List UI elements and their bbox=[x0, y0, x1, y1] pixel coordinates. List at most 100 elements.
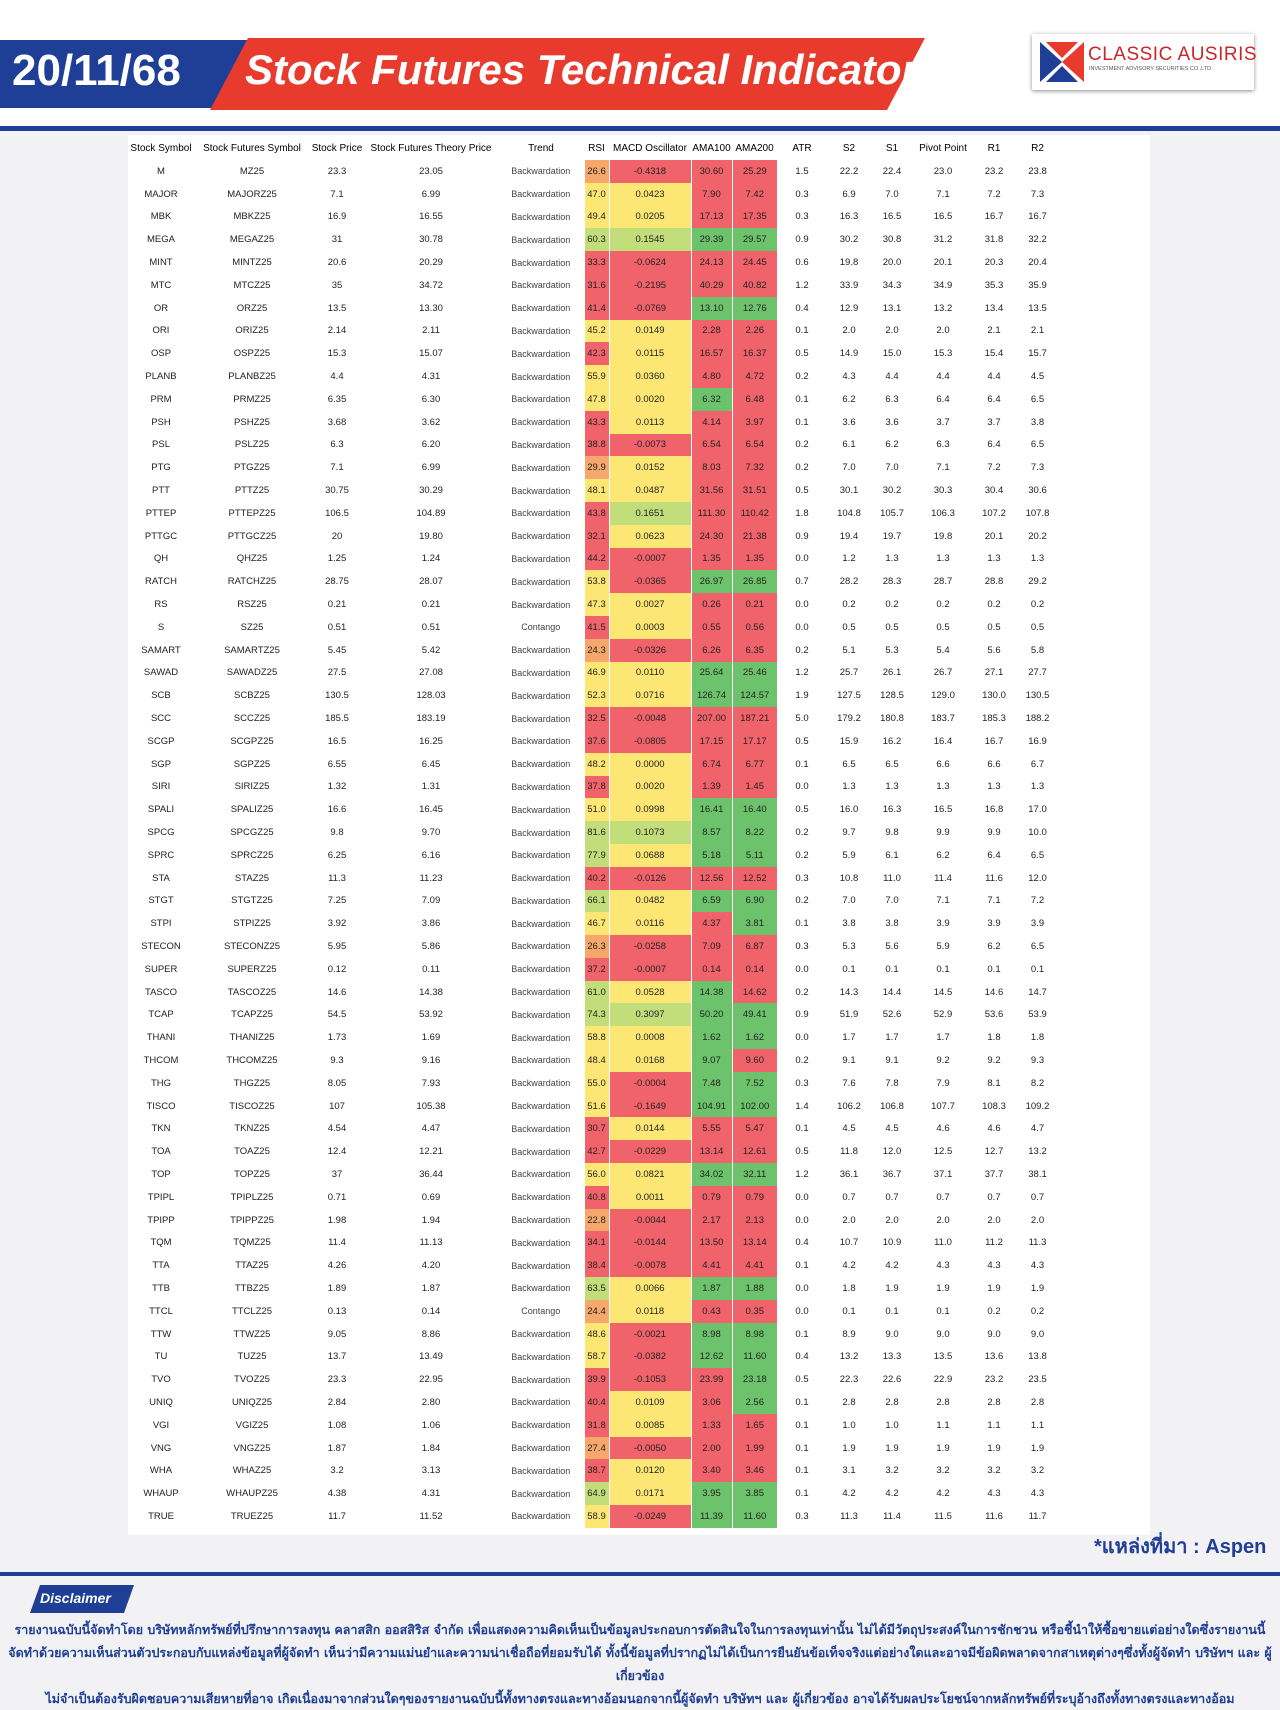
cell-r2: 11.3 bbox=[1028, 1237, 1047, 1249]
cell-stock-price: 4.54 bbox=[327, 1123, 347, 1135]
cell-ama200: 24.45 bbox=[731, 251, 777, 274]
cell-r2: 2.1 bbox=[1030, 325, 1045, 337]
cell-r2: 4.5 bbox=[1030, 371, 1045, 383]
cell-symbol: SAMART bbox=[141, 644, 181, 656]
cell-theory-price: 11.23 bbox=[419, 872, 443, 884]
cell-rsi: 38.7 bbox=[583, 1459, 609, 1483]
cell-macd: 0.0116 bbox=[608, 912, 691, 936]
cell-stock-price: 23.3 bbox=[327, 1374, 347, 1386]
cell-trend: Backwardation bbox=[511, 1169, 571, 1180]
cell-macd: -0.4318 bbox=[608, 160, 691, 183]
cell-ama100: 8.03 bbox=[690, 456, 732, 480]
cell-macd: 0.0120 bbox=[608, 1459, 691, 1483]
cell-stock-price: 4.26 bbox=[327, 1260, 347, 1272]
table-row: PRM PRMZ25 6.35 6.30 Backwardation 47.8 0.0020… bbox=[128, 387, 1060, 411]
cell-ama100: 4.41 bbox=[690, 1254, 732, 1278]
cell-r1: 31.8 bbox=[984, 234, 1004, 246]
cell-atr: 1.2 bbox=[795, 667, 809, 679]
cell-stock-price: 1.87 bbox=[327, 1442, 347, 1454]
cell-ama100: 7.09 bbox=[690, 935, 732, 958]
cell-futures-symbol: TTAZ25 bbox=[235, 1260, 269, 1272]
cell-symbol: SCGP bbox=[147, 735, 175, 747]
cell-symbol: SCB bbox=[151, 690, 171, 702]
cell-ama200: 1.45 bbox=[731, 775, 777, 799]
cell-symbol: THCOM bbox=[143, 1054, 179, 1066]
column-header-trend: Trend bbox=[528, 142, 554, 154]
cell-futures-symbol: SCGPZ25 bbox=[230, 735, 274, 747]
cell-futures-symbol: TKNZ25 bbox=[234, 1123, 270, 1135]
cell-futures-symbol: SGPZ25 bbox=[233, 758, 271, 770]
table-row: WHA WHAZ25 3.2 3.13 Backwardation 38.7 0.0120 3… bbox=[128, 1459, 1060, 1483]
cell-r2: 1.3 bbox=[1030, 781, 1045, 793]
cell-s1: 12.0 bbox=[882, 1146, 902, 1158]
cell-symbol: PTT bbox=[152, 485, 170, 497]
cell-ama200: 32.11 bbox=[731, 1163, 777, 1186]
table-row: TOA TOAZ25 12.4 12.21 Backwardation 42.7 -0.02… bbox=[128, 1140, 1060, 1164]
cell-pivot: 0.1 bbox=[936, 963, 950, 975]
cell-ama200: 13.14 bbox=[731, 1231, 777, 1255]
cell-trend: Backwardation bbox=[511, 1192, 571, 1203]
cell-pivot: 106.3 bbox=[931, 507, 955, 519]
cell-symbol: TOA bbox=[151, 1146, 171, 1158]
cell-rsi: 39.9 bbox=[583, 1368, 609, 1392]
cell-ama200: 16.37 bbox=[731, 342, 777, 366]
cell-atr: 0.3 bbox=[795, 940, 809, 952]
cell-futures-symbol: TASCOZ25 bbox=[227, 986, 277, 998]
cell-r1: 7.1 bbox=[987, 895, 1001, 907]
cell-r1: 7.2 bbox=[987, 188, 1001, 200]
cell-theory-price: 53.92 bbox=[419, 1009, 443, 1021]
cell-pivot: 13.5 bbox=[933, 1351, 953, 1363]
table-row: THANI THANIZ25 1.73 1.69 Backwardation 58.8 0.… bbox=[128, 1026, 1060, 1050]
cell-trend: Backwardation bbox=[511, 531, 571, 542]
cell-ama200: 102.00 bbox=[731, 1094, 777, 1118]
cell-s1: 9.1 bbox=[885, 1054, 899, 1066]
cell-futures-symbol: TUZ25 bbox=[237, 1351, 267, 1363]
indicator-table: Stock Symbol Stock Futures Symbol Stock Pr… bbox=[128, 136, 1061, 1528]
cell-s2: 51.9 bbox=[839, 1009, 859, 1021]
cell-trend: Backwardation bbox=[511, 1146, 571, 1157]
cell-futures-symbol: PRMZ25 bbox=[233, 393, 271, 405]
cell-r2: 2.0 bbox=[1030, 1214, 1045, 1226]
cell-pivot: 3.7 bbox=[936, 416, 950, 428]
cell-atr: 0.5 bbox=[795, 804, 809, 816]
cell-stock-price: 1.98 bbox=[327, 1214, 347, 1226]
cell-s1: 30.2 bbox=[882, 485, 902, 497]
cell-futures-symbol: TCAPZ25 bbox=[231, 1009, 273, 1021]
cell-symbol: MTC bbox=[150, 279, 172, 291]
cell-trend: Backwardation bbox=[511, 599, 571, 610]
disclaimer-tag bbox=[30, 1585, 134, 1613]
cell-atr: 0.9 bbox=[795, 530, 809, 542]
cell-pivot: 34.9 bbox=[933, 279, 953, 291]
cell-trend: Backwardation bbox=[511, 1465, 571, 1476]
cell-r1: 16.7 bbox=[984, 211, 1004, 223]
source-note: *แหล่งที่มา : Aspen bbox=[1094, 1536, 1267, 1558]
cell-ama100: 12.56 bbox=[690, 866, 732, 890]
table-row: TTW TTWZ25 9.05 8.86 Backwardation 48.6 -0.002… bbox=[128, 1322, 1060, 1346]
cell-macd: -0.1649 bbox=[608, 1094, 691, 1118]
cell-trend: Backwardation bbox=[511, 1078, 571, 1089]
cell-trend: Backwardation bbox=[511, 1283, 571, 1294]
cell-r2: 32.2 bbox=[1028, 234, 1047, 246]
cell-s1: 34.3 bbox=[882, 279, 902, 291]
cell-futures-symbol: TQMZ25 bbox=[233, 1237, 271, 1249]
cell-ama200: 6.48 bbox=[731, 387, 777, 411]
cell-r1: 0.2 bbox=[987, 599, 1001, 611]
cell-ama100: 3.95 bbox=[690, 1482, 732, 1506]
cell-rsi: 58.9 bbox=[583, 1505, 609, 1528]
cell-futures-symbol: SIRIZ25 bbox=[234, 781, 270, 793]
cell-stock-price: 14.6 bbox=[327, 986, 347, 998]
cell-r2: 9.0 bbox=[1030, 1328, 1045, 1340]
table-row: TTA TTAZ25 4.26 4.20 Backwardation 38.4 -0.007… bbox=[128, 1254, 1060, 1278]
cell-futures-symbol: WHAZ25 bbox=[232, 1465, 272, 1477]
cell-ama200: 17.35 bbox=[731, 205, 777, 229]
cell-theory-price: 4.47 bbox=[421, 1123, 441, 1135]
table-row: SCGP SCGPZ25 16.5 16.25 Backwardation 37.6 -0.… bbox=[128, 729, 1060, 753]
cell-ama100: 6.74 bbox=[690, 752, 732, 776]
cell-futures-symbol: SPRCZ25 bbox=[230, 849, 274, 861]
cell-trend: Backwardation bbox=[511, 759, 571, 770]
cell-ama100: 0.79 bbox=[690, 1185, 732, 1209]
column-header-symbol: Stock Symbol bbox=[130, 142, 192, 154]
cell-r1: 2.8 bbox=[987, 1396, 1001, 1408]
cell-stock-price: 185.5 bbox=[325, 713, 349, 725]
table-row: ORI ORIZ25 2.14 2.11 Backwardation 45.2 0.0149… bbox=[128, 319, 1060, 343]
